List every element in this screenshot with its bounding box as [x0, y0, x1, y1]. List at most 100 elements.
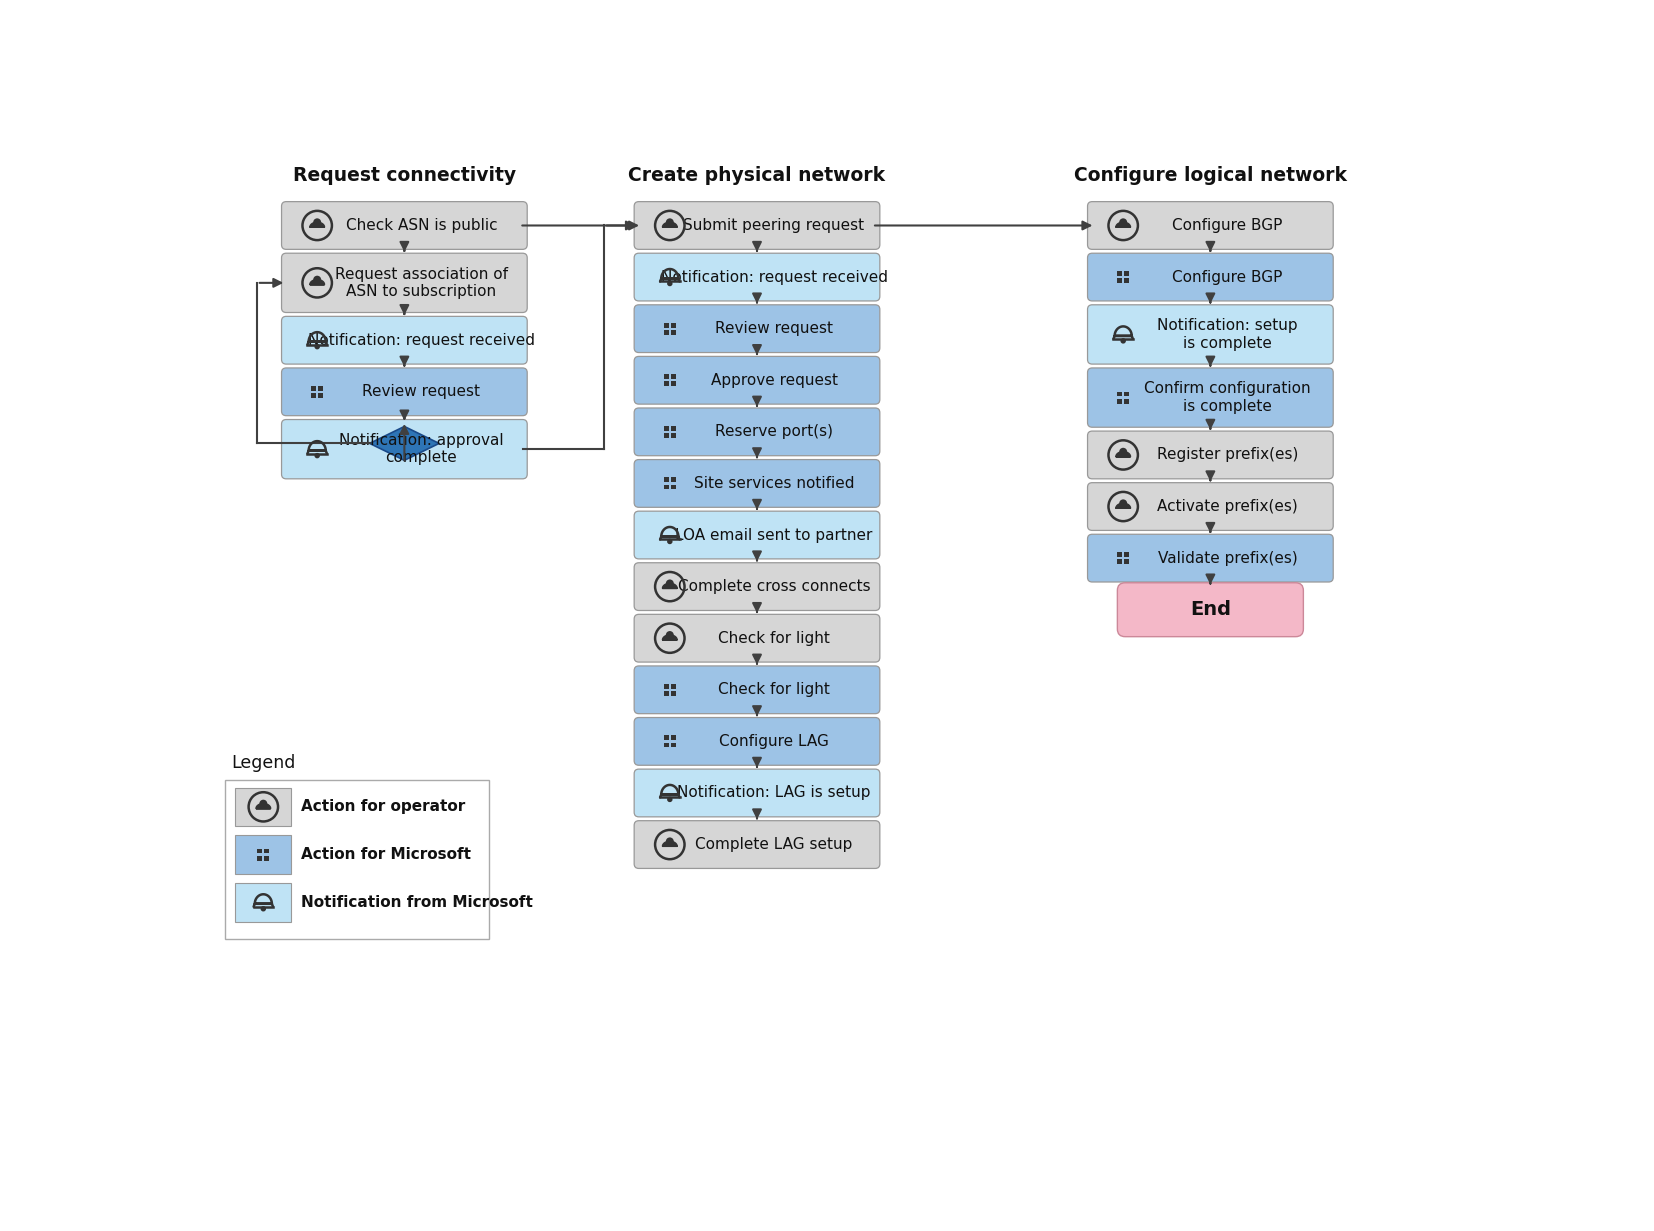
Bar — [1125, 271, 1130, 276]
Polygon shape — [256, 804, 271, 809]
Bar — [672, 735, 676, 740]
Bar — [1125, 391, 1130, 396]
Circle shape — [667, 218, 673, 227]
Circle shape — [313, 276, 321, 283]
Bar — [672, 374, 676, 379]
Bar — [311, 385, 316, 390]
Polygon shape — [309, 222, 324, 228]
Bar — [663, 382, 668, 387]
Text: Complete LAG setup: Complete LAG setup — [695, 837, 853, 852]
Bar — [663, 742, 668, 747]
Text: Reserve port(s): Reserve port(s) — [715, 425, 834, 439]
Circle shape — [667, 837, 673, 846]
Text: Activate prefix(es): Activate prefix(es) — [1158, 499, 1298, 515]
Text: Configure BGP: Configure BGP — [1173, 218, 1282, 233]
Text: Notification: request received: Notification: request received — [308, 332, 534, 347]
Polygon shape — [1116, 503, 1131, 508]
FancyBboxPatch shape — [1088, 534, 1333, 582]
Bar — [1116, 271, 1121, 276]
FancyBboxPatch shape — [1088, 254, 1333, 300]
Bar — [663, 683, 668, 688]
Text: Request association of
ASN to subscription: Request association of ASN to subscripti… — [334, 267, 508, 299]
FancyBboxPatch shape — [633, 666, 880, 714]
Polygon shape — [1116, 452, 1131, 457]
Text: Approved?: Approved? — [442, 436, 519, 451]
Bar — [1116, 391, 1121, 396]
Bar — [1125, 278, 1130, 283]
Text: Complete cross connects: Complete cross connects — [678, 579, 870, 595]
Text: Register prefix(es): Register prefix(es) — [1156, 447, 1298, 463]
Bar — [1125, 559, 1130, 564]
Bar — [258, 856, 263, 860]
Text: End: End — [1189, 601, 1231, 619]
FancyBboxPatch shape — [633, 563, 880, 611]
Bar — [311, 393, 316, 398]
FancyBboxPatch shape — [1088, 368, 1333, 427]
FancyBboxPatch shape — [1088, 305, 1333, 364]
Bar — [672, 323, 676, 327]
Text: Action for operator: Action for operator — [301, 799, 465, 815]
Polygon shape — [1116, 222, 1131, 228]
Bar — [672, 683, 676, 688]
Polygon shape — [663, 583, 676, 588]
Text: Review request: Review request — [362, 384, 480, 399]
FancyBboxPatch shape — [1088, 202, 1333, 250]
Bar — [265, 848, 270, 853]
Bar — [672, 742, 676, 747]
Text: Notification: setup
is complete: Notification: setup is complete — [1158, 319, 1298, 351]
Bar — [1116, 553, 1121, 556]
Bar — [1125, 553, 1130, 556]
FancyBboxPatch shape — [633, 769, 880, 817]
Bar — [672, 691, 676, 696]
FancyBboxPatch shape — [281, 316, 528, 364]
Text: Configure logical network: Configure logical network — [1073, 166, 1346, 185]
Bar — [663, 485, 668, 490]
Bar — [672, 478, 676, 483]
Bar — [235, 788, 291, 826]
Polygon shape — [663, 222, 676, 228]
FancyBboxPatch shape — [281, 368, 528, 416]
Text: Notification: request received: Notification: request received — [660, 270, 888, 284]
Text: Legend: Legend — [232, 755, 296, 772]
Text: Configure LAG: Configure LAG — [719, 734, 829, 748]
Polygon shape — [369, 426, 438, 460]
Text: Check for light: Check for light — [718, 630, 830, 646]
FancyBboxPatch shape — [281, 254, 528, 313]
Text: Review request: Review request — [715, 321, 834, 336]
Text: LOA email sent to partner: LOA email sent to partner — [675, 528, 873, 543]
Circle shape — [260, 800, 268, 808]
Bar — [672, 382, 676, 387]
Bar — [672, 426, 676, 431]
Circle shape — [1120, 500, 1126, 507]
Circle shape — [1120, 218, 1126, 227]
Bar — [1125, 399, 1130, 404]
Text: Notification from Microsoft: Notification from Microsoft — [301, 895, 533, 910]
Bar — [663, 691, 668, 696]
FancyBboxPatch shape — [633, 821, 880, 868]
FancyBboxPatch shape — [633, 305, 880, 352]
Text: No: No — [347, 436, 367, 451]
Text: Check for light: Check for light — [718, 682, 830, 697]
Bar — [318, 393, 323, 398]
Bar — [318, 385, 323, 390]
Text: Approve request: Approve request — [711, 373, 837, 388]
FancyBboxPatch shape — [633, 614, 880, 662]
Bar — [663, 330, 668, 335]
FancyBboxPatch shape — [1088, 483, 1333, 531]
Text: Confirm configuration
is complete: Confirm configuration is complete — [1145, 382, 1310, 414]
Bar — [663, 323, 668, 327]
Bar — [672, 330, 676, 335]
FancyBboxPatch shape — [633, 357, 880, 404]
Bar — [672, 485, 676, 490]
Bar — [663, 426, 668, 431]
Text: Site services notified: Site services notified — [693, 476, 855, 491]
FancyBboxPatch shape — [633, 202, 880, 250]
FancyBboxPatch shape — [633, 459, 880, 507]
FancyBboxPatch shape — [633, 511, 880, 559]
FancyBboxPatch shape — [1088, 431, 1333, 479]
Bar — [672, 433, 676, 438]
Bar — [235, 836, 291, 874]
Bar — [663, 735, 668, 740]
Bar — [1116, 278, 1121, 283]
Circle shape — [667, 580, 673, 587]
